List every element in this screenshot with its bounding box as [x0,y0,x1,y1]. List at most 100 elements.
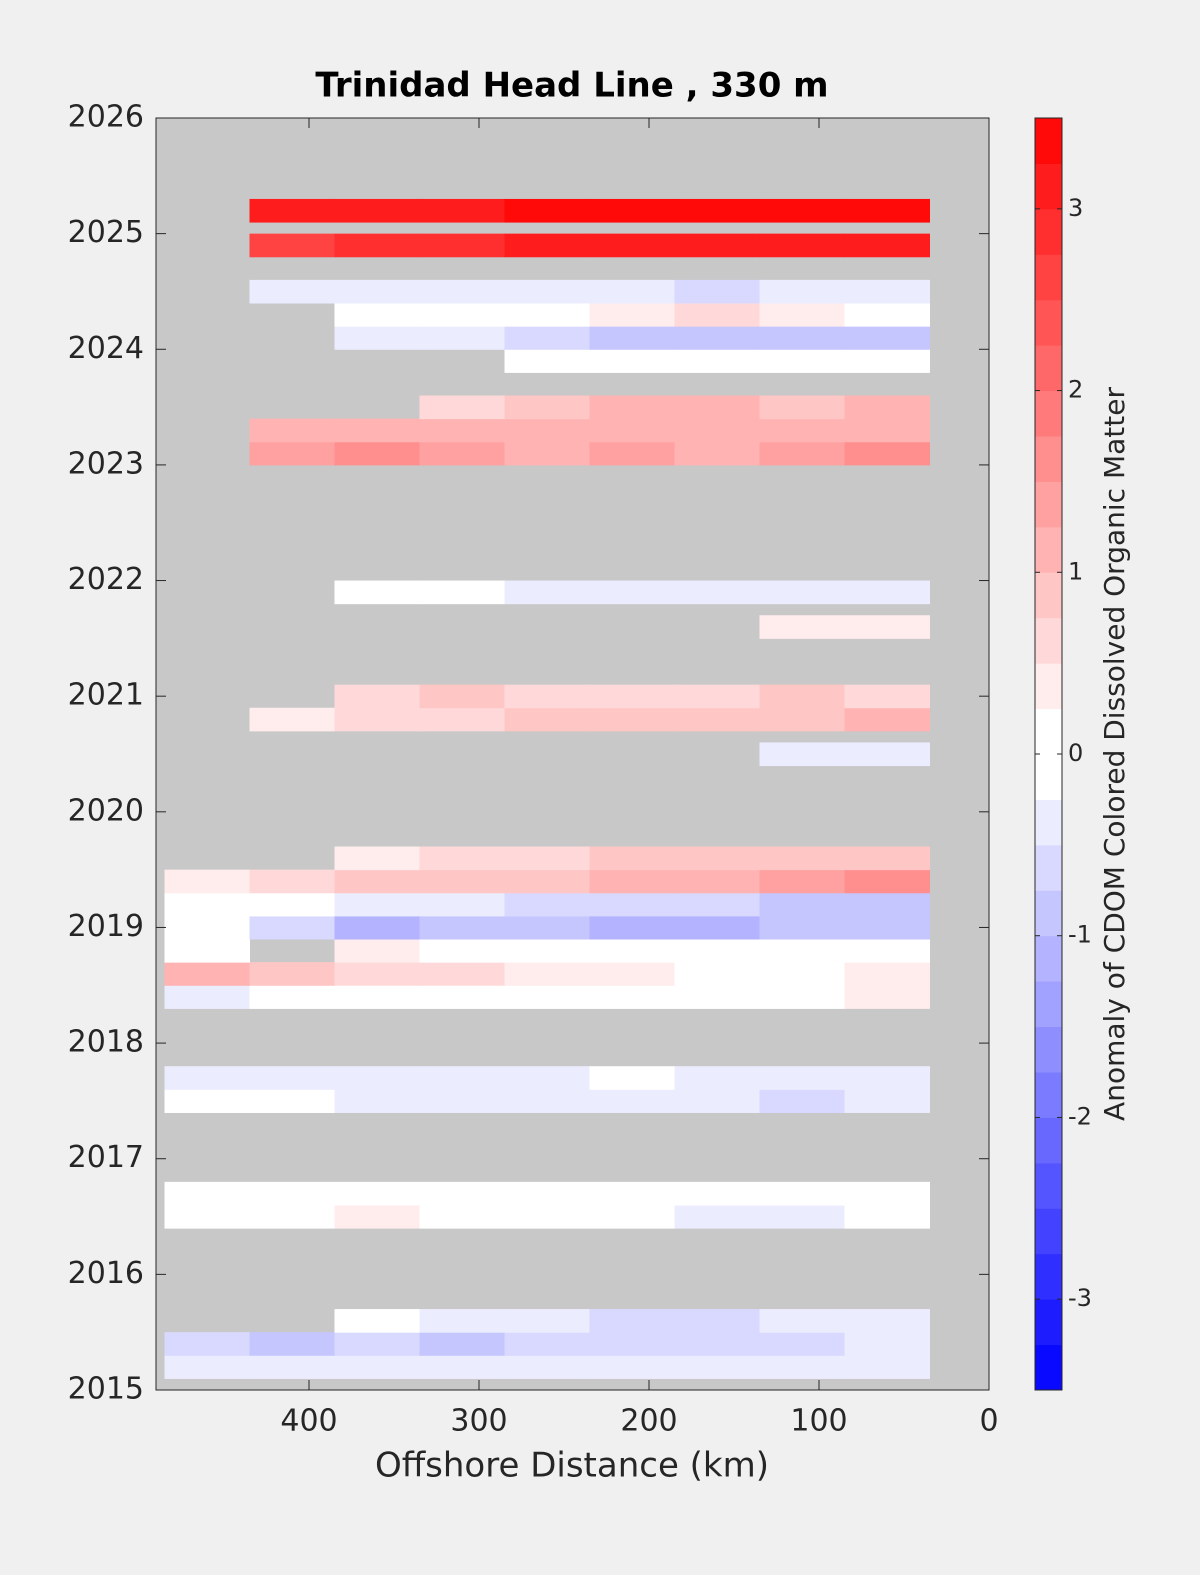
colorbar-level [1035,617,1062,664]
colorbar-level [1035,163,1062,210]
contour-cell [504,1204,590,1229]
contour-cell [164,1332,250,1356]
contour-cell [334,985,420,1009]
contour-cell [759,892,845,917]
contour-cell [759,441,845,466]
contour-cell [589,869,675,894]
contour-cell [589,707,675,732]
contour-cell [759,1066,845,1090]
contour-cell [334,198,420,223]
contour-cell [249,915,335,940]
contour-cell [759,939,845,963]
contour-cell [164,962,250,986]
contour-cell [249,441,335,466]
contour-cell [844,418,930,443]
contour-cell [674,962,760,986]
contour-cell [759,1309,845,1333]
colorbar-level [1035,390,1062,437]
y-tick-label: 2016 [68,1256,144,1291]
contour-cell [419,962,505,986]
contour-cell [334,303,420,327]
contour-cell [419,1355,505,1379]
colorbar-level [1035,1208,1062,1255]
contour-cell [249,1355,335,1379]
colorbar-tick-label: -2 [1068,1102,1092,1130]
x-tick-label: 400 [280,1404,337,1439]
contour-cell [844,349,930,373]
contour-cell [589,326,675,350]
y-tick-label: 2026 [68,100,144,135]
contour-cell [844,615,930,639]
contour-cell [674,1089,760,1113]
contour-cell [419,580,505,605]
contour-cell [419,1089,505,1113]
colorbar-level [1035,844,1062,891]
contour-cell [334,707,420,732]
contour-cell [419,1332,505,1356]
contour-cell [674,326,760,350]
contour-cell [589,580,675,605]
contour-cell [164,985,250,1009]
contour-cell [249,1066,335,1090]
contour-cell [419,1204,505,1229]
contour-cell [674,395,760,420]
contour-cell [504,1355,590,1379]
contour-cell [504,326,590,350]
y-tick-label: 2017 [68,1140,144,1175]
contour-cell [164,1181,250,1206]
contour-cell [589,1309,675,1333]
contour-cell [419,233,505,258]
contour-cell [759,1089,845,1113]
contour-cell [674,303,760,327]
contour-cell [504,915,590,940]
contour-cell [759,869,845,894]
contour-cell [164,1355,250,1379]
contour-cell [844,939,930,963]
contour-cell [249,962,335,986]
contour-cell [674,1332,760,1356]
contour-cell [589,1181,675,1206]
contour-cell [759,395,845,420]
contour-cell [759,279,845,304]
contour-cell [844,707,930,732]
contour-cell [674,198,760,223]
contour-cell [334,915,420,940]
colorbar-level [1035,935,1062,982]
contour-cell [589,1355,675,1379]
colorbar-level [1035,118,1062,164]
contour-cell [504,198,590,223]
contour-cell [419,846,505,871]
contour-cell [759,349,845,373]
contour-cell [334,1309,420,1333]
colorbar-level [1035,890,1062,937]
contour-cell [504,1309,590,1333]
contour-cell [419,441,505,466]
colorbar-tick-label: -3 [1068,1284,1092,1312]
contour-cell [249,233,335,258]
contour-cell [844,1204,930,1229]
contour-cell [334,233,420,258]
y-tick-label: 2018 [68,1025,144,1060]
colorbar-tick-label: 1 [1068,557,1083,585]
contour-cell [674,1309,760,1333]
colorbar-level [1035,208,1062,255]
colorbar-level [1035,345,1062,392]
contour-cell [844,1332,930,1356]
contour-cell [674,985,760,1009]
y-tick-label: 2025 [68,215,144,250]
contour-cell [589,279,675,304]
contour-cell [759,707,845,732]
contour-cell [504,707,590,732]
contour-cell [589,1204,675,1229]
contour-cell [334,892,420,917]
contour-cell [334,1204,420,1229]
contour-cell [674,939,760,963]
colorbar-level [1035,526,1062,573]
contour-cell [759,580,845,605]
contour-cell [674,441,760,466]
plot-frame [155,117,990,1391]
contour-cell [249,892,335,917]
contour-cell [759,1332,845,1356]
x-tick-label: 100 [790,1404,847,1439]
